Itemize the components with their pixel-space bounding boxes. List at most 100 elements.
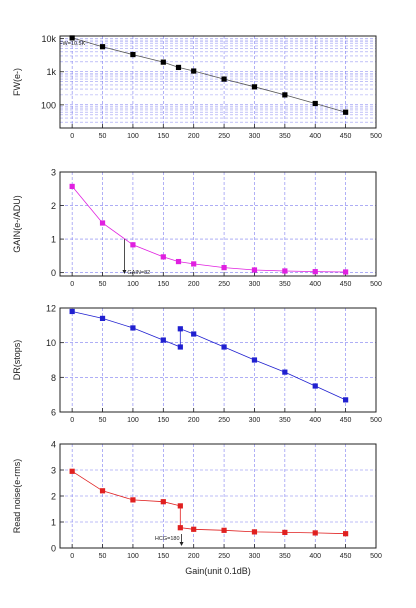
y-tick-label: 3 [51,168,56,178]
x-tick-label: 200 [188,553,200,560]
data-point [176,259,181,264]
x-tick-label: 400 [309,417,321,424]
x-tick-label: 150 [157,417,169,424]
data-point [178,344,183,349]
x-tick-label: 500 [370,553,382,560]
data-point [313,269,318,274]
chart-panel-3: 0 50 100 150 200 250 300 350 400 450 500 0 1 2 3 4 Read … [12,440,382,561]
annotation-arrowhead [180,542,184,546]
data-point [161,499,166,504]
x-tick-label: 400 [309,281,321,288]
y-tick-label: 100 [41,100,56,110]
x-tick-label: 0 [70,133,74,140]
y-tick-label: 12 [46,304,56,314]
y-tick-label: 4 [51,440,56,450]
plot-frame [60,172,376,276]
data-point [252,267,257,272]
data-point [100,316,105,321]
data-point [100,488,105,493]
x-tick-label: 150 [157,553,169,560]
x-tick-label: 0 [70,281,74,288]
y-tick-label: 10 [46,338,56,348]
y-tick-label: 1 [51,518,56,528]
data-point [343,269,348,274]
y-axis-label: FW(e-) [12,68,22,96]
y-tick-label: 2 [51,201,56,211]
x-tick-label: 350 [279,133,291,140]
annotation-arrowhead [122,270,126,274]
x-tick-label: 300 [249,553,261,560]
data-point [191,527,196,532]
x-tick-label: 250 [218,133,230,140]
x-tick-label: 250 [218,281,230,288]
x-tick-label: 500 [370,281,382,288]
x-tick-label: 50 [99,417,107,424]
x-tick-label: 0 [70,553,74,560]
x-tick-label: 50 [99,281,107,288]
data-point [313,101,318,106]
x-tick-label: 100 [127,417,139,424]
y-tick-label: 3 [51,466,56,476]
plot-frame [60,308,376,412]
y-tick-label: 8 [51,373,56,383]
x-tick-label: 500 [370,133,382,140]
x-tick-label: 450 [340,553,352,560]
x-tick-label: 150 [157,281,169,288]
chart-panel-2: 0 50 100 150 200 250 300 350 400 450 500 6 8 10 12 DR(s… [12,304,382,425]
data-point [282,268,287,273]
data-point [100,220,105,225]
data-point [221,344,226,349]
data-point [313,530,318,535]
data-point [161,254,166,259]
x-tick-label: 200 [188,281,200,288]
data-point [343,531,348,536]
y-tick-label: 1 [51,235,56,245]
series-line [72,312,345,400]
data-point [282,530,287,535]
data-point [161,337,166,342]
x-tick-label: 200 [188,417,200,424]
data-point [176,65,181,70]
x-tick-label: 150 [157,133,169,140]
x-tick-label: 400 [309,133,321,140]
y-tick-label: 0 [51,544,56,554]
x-tick-label: 300 [249,281,261,288]
data-point [221,265,226,270]
data-point [130,325,135,330]
data-point [221,528,226,533]
x-tick-label: 350 [279,281,291,288]
data-point [343,397,348,402]
data-point [191,331,196,336]
data-point [221,76,226,81]
y-axis-label: Read noise(e-rms) [12,459,22,534]
y-axis-label: DR(stops) [12,340,22,381]
data-point [178,326,183,331]
x-tick-label: 100 [127,553,139,560]
x-tick-label: 450 [340,281,352,288]
x-tick-label: 500 [370,417,382,424]
x-tick-label: 200 [188,133,200,140]
data-point [191,261,196,266]
chart-panel-0: 0 50 100 150 200 250 300 350 400 450 5001001k10kFW… [12,34,382,140]
chart-panel-1: 0 50 100 150 200 250 300 350 400 450 500 0 1 2 3 GAIN(e… [12,168,382,289]
series-line [72,186,345,272]
data-point [343,110,348,115]
data-point [100,44,105,49]
y-tick-label: 6 [51,408,56,418]
data-point [130,242,135,247]
data-point [252,357,257,362]
data-point [282,370,287,375]
data-point [191,68,196,73]
x-tick-label: 250 [218,553,230,560]
x-tick-label: 300 [249,417,261,424]
series-line [72,38,345,112]
y-tick-label: 2 [51,492,56,502]
data-point [70,35,75,40]
data-point [252,84,257,89]
annotation-label: FW=10.5K [59,41,85,47]
series-line [72,471,345,533]
x-tick-label: 250 [218,417,230,424]
data-point [178,525,183,530]
x-tick-label: 450 [340,133,352,140]
